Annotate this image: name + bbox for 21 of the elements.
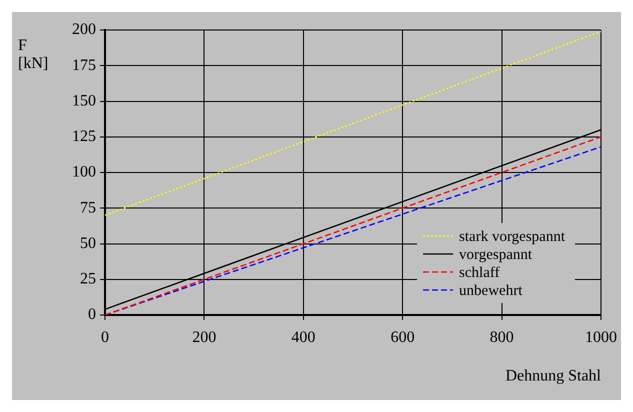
x-tick-label: 1000 bbox=[585, 328, 617, 346]
y-tick-label: 200 bbox=[72, 21, 96, 38]
y-tick-label: 0 bbox=[88, 306, 96, 324]
legend-label: stark vorgespannt bbox=[459, 228, 566, 245]
legend-label: unbewehrt bbox=[459, 282, 524, 299]
x-tick-label: 0 bbox=[101, 328, 109, 346]
x-tick-label: 200 bbox=[192, 328, 216, 346]
legend-label: schlaff bbox=[459, 264, 500, 281]
y-tick-label: 100 bbox=[72, 164, 96, 181]
x-tick-label: 600 bbox=[390, 328, 415, 346]
legend-label: vorgespannt bbox=[459, 246, 533, 263]
x-axis-title: Dehnung Stahl bbox=[505, 368, 602, 385]
y-tick-label: 125 bbox=[72, 128, 96, 146]
y-axis-title: F [kN] bbox=[18, 37, 48, 72]
x-tick-label: 800 bbox=[490, 328, 514, 346]
y-tick-label: 25 bbox=[80, 270, 96, 288]
y-tick-label: 75 bbox=[80, 199, 96, 216]
x-tick-label: 400 bbox=[291, 328, 316, 346]
y-tick-label: 175 bbox=[72, 56, 96, 74]
y-tick-label: 50 bbox=[80, 234, 96, 252]
y-tick-label: 150 bbox=[72, 92, 96, 110]
